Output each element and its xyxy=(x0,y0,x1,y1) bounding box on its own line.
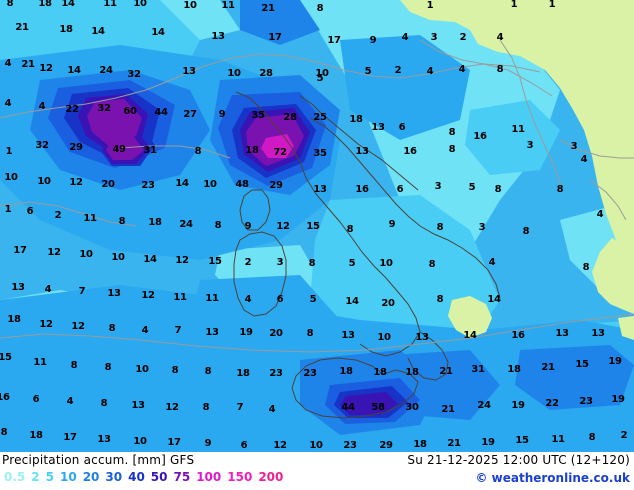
map-footer: Precipitation accum. [mm] GFS 0.5 2 5 10 20 3… xyxy=(0,452,634,490)
legend-tick-30[interactable]: 30 xyxy=(105,470,123,484)
legend-tick-10[interactable]: 10 xyxy=(59,470,77,484)
copyright-notice: © weatheronline.co.uk xyxy=(475,471,630,485)
legend-title: Precipitation accum. [mm] GFS xyxy=(2,453,195,467)
legend-color-scale[interactable]: 0.5 2 5 10 20 30 40 50 75 100 150 200 xyxy=(4,470,289,484)
legend-tick-0_5[interactable]: 0.5 xyxy=(4,470,26,484)
legend-tick-100[interactable]: 100 xyxy=(196,470,222,484)
legend-tick-20[interactable]: 20 xyxy=(82,470,100,484)
precipitation-map[interactable]: 8 18 14 11 10 10 11 21 8 1 1 1 21 18 14 14 13 17 17 9 4 3 2 4 4 2… xyxy=(0,0,634,452)
legend-tick-40[interactable]: 40 xyxy=(128,470,145,484)
legend-tick-5[interactable]: 5 xyxy=(45,470,54,484)
legend-tick-75[interactable]: 75 xyxy=(173,470,191,484)
legend-tick-200[interactable]: 200 xyxy=(258,470,284,484)
forecast-timestamp: Su 21-12-2025 12:00 UTC (12+120) xyxy=(407,453,630,467)
map-canvas xyxy=(0,0,634,452)
land-mass xyxy=(400,0,634,340)
political-borders xyxy=(0,39,634,353)
legend-tick-50[interactable]: 50 xyxy=(150,470,168,484)
legend-tick-2[interactable]: 2 xyxy=(31,470,40,484)
legend-tick-150[interactable]: 150 xyxy=(227,470,253,484)
